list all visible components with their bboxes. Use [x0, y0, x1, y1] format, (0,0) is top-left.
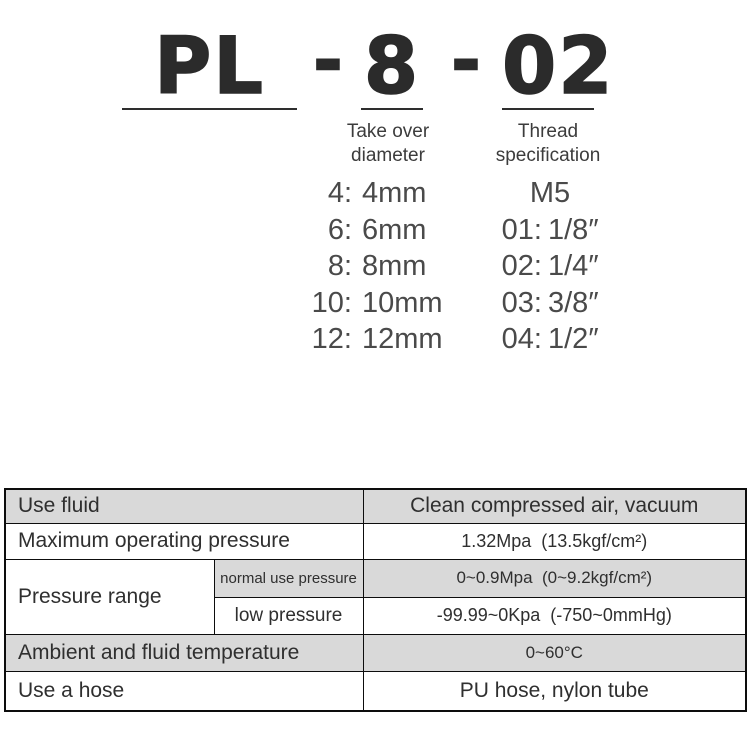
table-row: Ambient and fluid temperature 0~60°C: [4, 633, 747, 672]
spec-label-hose: Use a hose: [4, 670, 364, 712]
model-diameter-code: 8: [363, 22, 421, 112]
table-row: Pressure range normal use pressure 0~0.9…: [4, 558, 747, 635]
spec-value-normal-pressure: 0~0.9Mpa (0~9.2kgf/cm²): [362, 558, 747, 598]
list-item: 04: 1/2″: [470, 321, 630, 358]
diameter-legend-title: Take over diameter: [308, 120, 468, 168]
option-code: 10:: [311, 286, 352, 319]
spec-value-temperature: 0~60°C: [362, 633, 747, 672]
thread-option-list: M5 01: 1/8″ 02: 1/4″ 03: 3/8″ 04: 1/2″: [470, 175, 630, 358]
table-row: Use a hose PU hose, nylon tube: [4, 670, 747, 712]
option-code: 12:: [311, 323, 352, 356]
spec-label-use-fluid: Use fluid: [4, 488, 364, 524]
thread-underline: [502, 108, 594, 110]
diameter-option-list: 4: 4mm 6: 6mm 8: 8mm 10: 10mm 12: 12mm: [290, 175, 460, 358]
list-item: 01: 1/8″: [470, 212, 630, 249]
list-item: 6: 6mm: [290, 212, 460, 249]
option-code: 04:: [501, 323, 542, 356]
table-row: Use fluid Clean compressed air, vacuum: [4, 488, 747, 524]
option-code: 02:: [501, 250, 542, 283]
thread-legend-title-line1: Thread: [517, 121, 579, 142]
list-item: 02: 1/4″: [470, 248, 630, 285]
option-code: 03:: [501, 286, 542, 319]
option-value: 10mm: [362, 286, 443, 319]
list-item: M5: [470, 175, 630, 212]
spec-value-max-pressure: 1.32Mpa (13.5kgf/cm²): [362, 522, 747, 560]
option-code: 8:: [327, 250, 352, 283]
spec-sublabel-low-pressure: low pressure: [213, 596, 364, 635]
spec-sublabel-normal-pressure: normal use pressure: [213, 558, 364, 598]
option-value: 1/8″: [548, 213, 599, 246]
diameter-legend-title-line2: diameter: [351, 145, 425, 166]
model-separator-1: -: [312, 18, 343, 102]
spec-table: Use fluid Clean compressed air, vacuum M…: [4, 488, 748, 712]
spec-value-hose: PU hose, nylon tube: [362, 670, 747, 712]
option-code: 01:: [501, 213, 542, 246]
option-code: 6:: [327, 213, 352, 246]
list-item: 4: 4mm: [290, 175, 460, 212]
list-item: 12: 12mm: [290, 321, 460, 358]
option-value: 8mm: [362, 250, 427, 283]
spec-value-use-fluid: Clean compressed air, vacuum: [362, 488, 747, 524]
spec-value-low-pressure: -99.99~0Kpa (-750~0mmHg): [362, 596, 747, 635]
model-separator-2: -: [450, 18, 481, 102]
model-prefix: PL: [153, 22, 265, 112]
table-row: Maximum operating pressure 1.32Mpa (13.5…: [4, 522, 747, 560]
option-code: 4:: [327, 177, 352, 209]
thread-legend-title: Thread specification: [468, 120, 628, 168]
option-value: 6mm: [362, 213, 427, 246]
list-item: 8: 8mm: [290, 248, 460, 285]
option-value: 3/8″: [548, 286, 599, 319]
spec-label-pressure-range: Pressure range: [4, 558, 215, 635]
table-row: low pressure -99.99~0Kpa (-750~0mmHg): [5, 596, 747, 635]
prefix-underline: [122, 108, 297, 110]
option-value: 1/2″: [548, 323, 599, 356]
spec-label-max-pressure: Maximum operating pressure: [4, 522, 364, 560]
spec-label-temperature: Ambient and fluid temperature: [4, 633, 364, 672]
model-thread-code: 02: [501, 22, 615, 112]
diameter-underline: [361, 108, 423, 110]
option-value: 4mm: [362, 177, 427, 209]
list-item: 03: 3/8″: [470, 285, 630, 322]
option-value: 12mm: [362, 323, 443, 356]
thread-legend-title-line2: specification: [495, 145, 601, 166]
option-value: M5: [529, 177, 571, 209]
diameter-legend-title-line1: Take over: [346, 121, 430, 142]
option-value: 1/4″: [548, 250, 599, 283]
list-item: 10: 10mm: [290, 285, 460, 322]
